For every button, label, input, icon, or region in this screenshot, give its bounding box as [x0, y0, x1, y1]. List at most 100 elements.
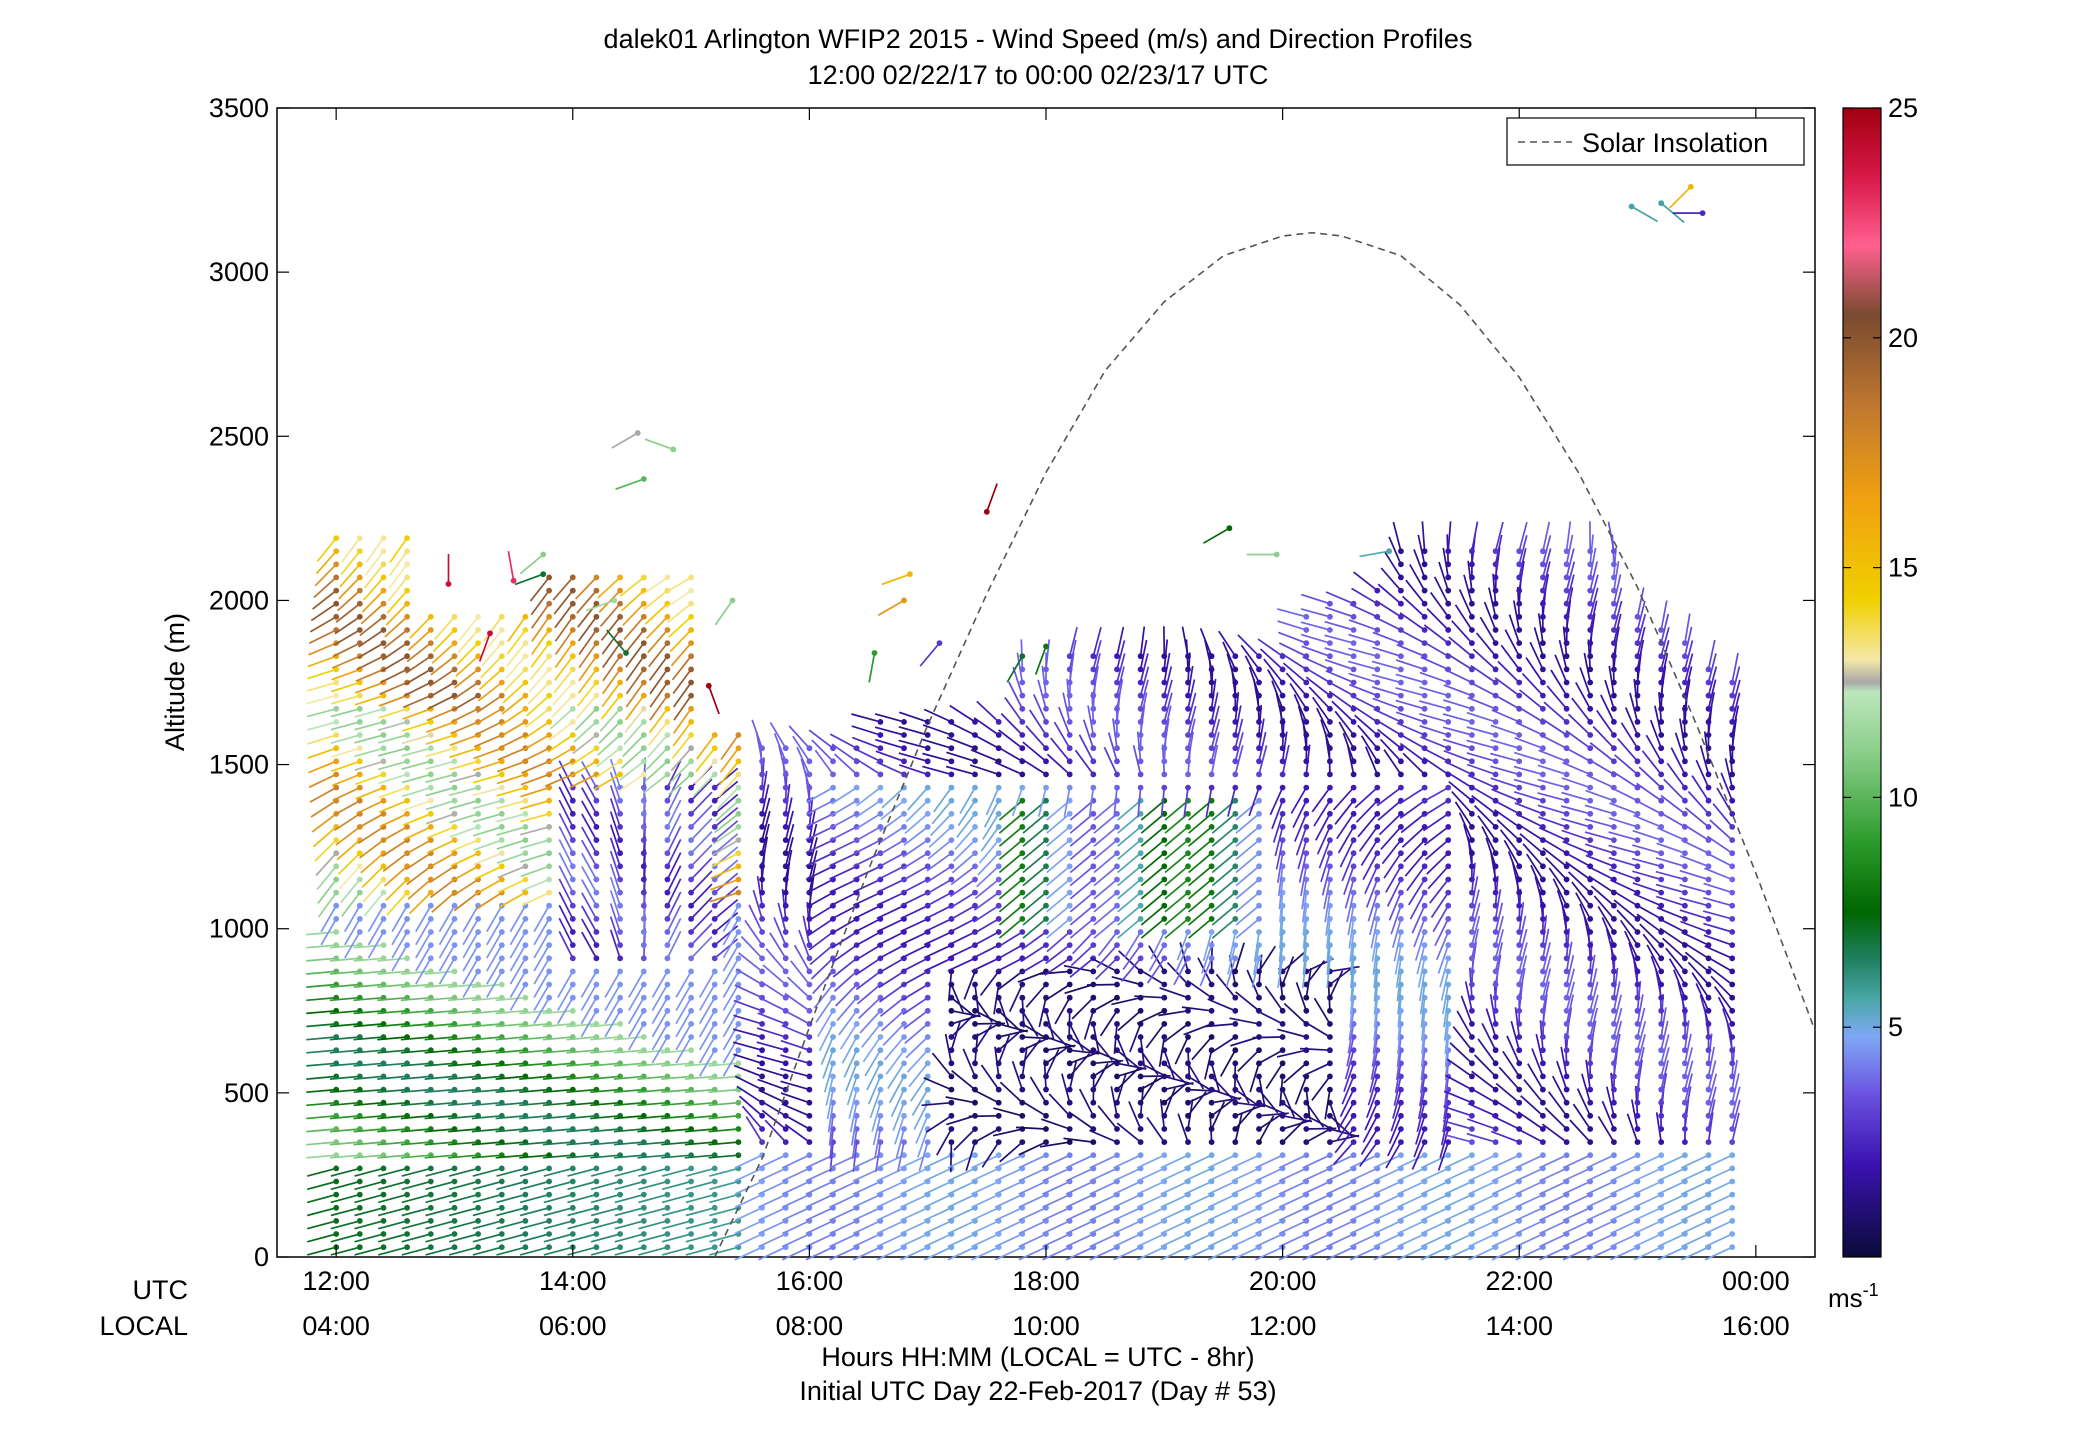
barb-dot: [783, 772, 789, 778]
barb-dot: [996, 1126, 1002, 1132]
barb-dot: [688, 942, 694, 948]
barb-dot: [783, 745, 789, 751]
barb-dot: [546, 575, 552, 581]
barb-dot: [546, 969, 552, 975]
barb-dot: [688, 1231, 694, 1237]
barb-dot: [523, 1179, 529, 1185]
barb-dot: [1067, 850, 1073, 856]
barb-dot: [546, 863, 552, 869]
barb-dot: [878, 1113, 884, 1119]
barb-dot: [807, 955, 813, 961]
barb-dot: [452, 627, 458, 633]
barb-dot: [665, 863, 671, 869]
barb-dot: [878, 1021, 884, 1027]
barb-dot: [996, 1152, 1002, 1158]
barb-dot: [381, 719, 387, 725]
barb-dot: [736, 1008, 742, 1014]
barb-dot: [688, 614, 694, 620]
barb-dot: [736, 995, 742, 1001]
barb-dot: [594, 929, 600, 935]
barb-dot: [807, 1139, 813, 1145]
barb-dot: [1019, 706, 1025, 712]
barb-dot: [1019, 1060, 1025, 1066]
barb-dot: [617, 706, 623, 712]
barb-dot: [783, 824, 789, 830]
barb-dot: [878, 785, 884, 791]
barb-dot: [878, 772, 884, 778]
barb-dot: [641, 680, 647, 686]
barb-dot: [570, 745, 576, 751]
barb-dot: [546, 732, 552, 738]
barb-dot: [996, 1100, 1002, 1106]
barb-dot: [878, 1008, 884, 1014]
barb-dot: [1161, 1152, 1167, 1158]
barb-dot: [523, 719, 529, 725]
barb-dot: [996, 1074, 1002, 1080]
barb-dot: [783, 942, 789, 948]
barb-dot: [1067, 1008, 1073, 1014]
barb-dot: [499, 1244, 505, 1250]
barb-dot: [641, 653, 647, 659]
barb-dot: [1138, 653, 1144, 659]
barb-dot: [712, 785, 718, 791]
barb-dot: [712, 1192, 718, 1198]
barb-dot: [546, 1231, 552, 1237]
barb-dot: [878, 1060, 884, 1066]
barb-dot: [594, 890, 600, 896]
barb-dot: [333, 535, 339, 541]
barb-dot: [594, 1192, 600, 1198]
barb-dot: [665, 640, 671, 646]
barb-dot: [333, 706, 339, 712]
barb-dot: [925, 995, 931, 1001]
barb-dot: [688, 1218, 694, 1224]
barb-dot: [1138, 1126, 1144, 1132]
barb-dot: [1067, 916, 1073, 922]
barb-dot: [452, 640, 458, 646]
barb-dot: [594, 667, 600, 673]
barb-dot: [594, 1008, 600, 1014]
barb-dot: [546, 824, 552, 830]
barb-dot: [665, 982, 671, 988]
barb-dot: [1161, 863, 1167, 869]
barb-dot: [688, 1192, 694, 1198]
barb-dot: [901, 1126, 907, 1132]
barb-dot: [878, 1100, 884, 1106]
barb-dot: [1090, 1100, 1096, 1106]
barb-dot: [736, 811, 742, 817]
barb-dot: [949, 811, 955, 817]
barb-dot: [1019, 995, 1025, 1001]
barb-dot: [1067, 745, 1073, 751]
barb-dot: [404, 614, 410, 620]
barb-dot: [1043, 929, 1049, 935]
barb-dot: [759, 837, 765, 843]
barb-dot: [523, 640, 529, 646]
barb-dot: [452, 680, 458, 686]
barb-dot: [452, 1166, 458, 1172]
barb-dot: [1019, 719, 1025, 725]
barb-dot: [972, 1060, 978, 1066]
barb-dot: [499, 837, 505, 843]
barb-dot: [949, 863, 955, 869]
barb-dot: [499, 1218, 505, 1224]
barb-dot: [759, 916, 765, 922]
barb-dot: [1114, 837, 1120, 843]
barb-dot: [665, 798, 671, 804]
barb-dot: [594, 877, 600, 883]
barb-dot: [1161, 837, 1167, 843]
barb-dot: [688, 1205, 694, 1211]
barb-dot: [925, 745, 931, 751]
barb-dot: [594, 627, 600, 633]
barb-dot: [499, 1166, 505, 1172]
barb-dot: [996, 772, 1002, 778]
barb-dot: [1043, 1126, 1049, 1132]
barb-dot: [996, 1139, 1002, 1145]
barb-dot: [1138, 982, 1144, 988]
barb-dot: [736, 850, 742, 856]
barb-dot: [996, 1113, 1002, 1119]
barb-dot: [783, 1060, 789, 1066]
barb-dot: [546, 1166, 552, 1172]
barb-dot: [807, 1152, 813, 1158]
barb-dot: [333, 837, 339, 843]
barb-dot: [428, 614, 434, 620]
barb-dot: [357, 890, 363, 896]
